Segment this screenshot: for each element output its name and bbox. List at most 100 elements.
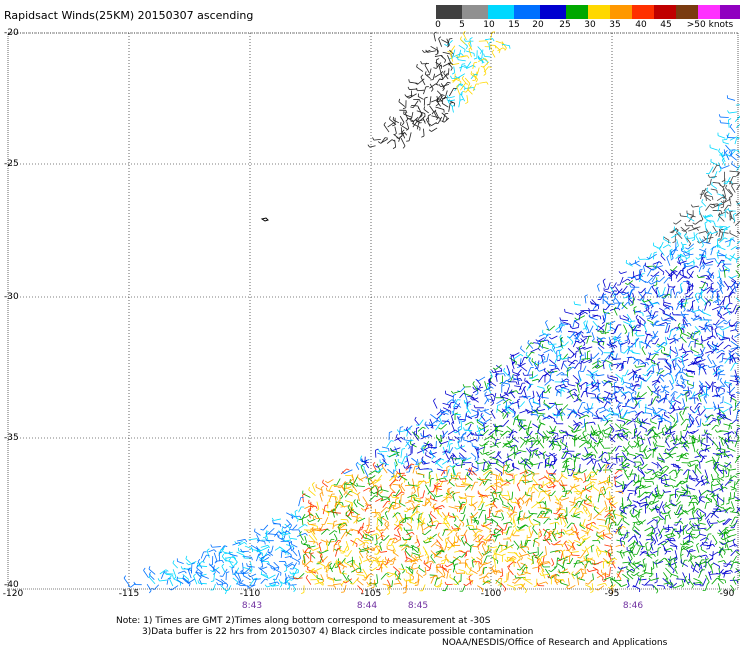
wind-barb [590,371,592,375]
wind-barb [559,349,563,352]
wind-barb [548,485,557,489]
wind-barb [731,509,735,512]
wind-barb [714,342,718,350]
wind-barb [585,488,591,493]
wind-barb [429,96,432,105]
wind-barb [722,408,729,413]
wind-barb [718,478,721,482]
wind-barb [525,429,528,433]
wind-barb [691,225,695,229]
wind-barb [516,369,522,376]
wind-barb [531,450,535,459]
wind-barb [397,475,401,479]
wind-barb [512,417,516,426]
wind-barb [622,412,628,419]
wind-barb [664,360,672,366]
wind-barb [711,184,718,190]
wind-barb [662,293,670,299]
wind-barb [703,193,706,197]
wind-barb [725,256,732,262]
wind-barb [700,356,703,360]
wind-barb [441,458,445,461]
wind-barb [713,347,715,351]
wind-barb [652,314,659,319]
wind-barb [570,326,573,330]
wind-barb [663,317,671,321]
wind-barb [731,440,734,444]
wind-barb [616,303,620,310]
wind-barb [629,502,632,506]
wind-barb [513,475,515,485]
wind-barb [496,405,499,413]
wind-barb [627,280,634,285]
wind-barb [606,322,610,324]
wind-barb [531,396,535,399]
wind-barb [725,304,729,308]
wind-barb [369,495,376,502]
wind-barb [469,414,478,418]
wind-barb [700,448,708,452]
wind-barb [594,394,597,398]
wind-barb [729,210,733,213]
wind-barb [480,412,483,416]
wind-barb [392,494,396,497]
wind-barb [607,282,611,290]
wind-barb [675,327,679,330]
wind-barb [716,196,724,202]
wind-barb [635,338,639,340]
wind-barb [608,320,616,325]
wind-barb [627,341,631,345]
wind-barb [489,370,493,377]
wind-barb [670,288,675,291]
wind-barb [434,485,436,489]
wind-barb [716,369,725,375]
wind-barb [643,310,647,313]
wind-barb [650,500,660,505]
wind-barb [617,386,624,394]
wind-barb [557,367,560,371]
wind-barb [496,399,504,405]
wind-barb [634,364,637,368]
wind-barb [716,447,719,451]
wind-barb [493,370,503,374]
wind-barb [730,346,740,350]
wind-barb [564,509,566,513]
wind-barb [440,422,444,425]
wind-barb [453,53,462,57]
wind-barb [655,408,664,415]
wind-barb [717,193,725,197]
wind-barb [510,499,512,503]
wind-barb [686,235,689,239]
wind-barb [492,38,495,42]
wind-barb [669,312,671,317]
wind-barb [663,341,667,345]
wind-barb [687,280,690,289]
wind-barb [436,468,445,472]
wind-barb [640,298,647,305]
wind-barb [713,483,720,487]
wind-barb [669,380,674,389]
wind-barb [690,317,694,320]
wind-barb [556,359,561,362]
wind-barb [724,270,726,278]
wind-barb [702,438,706,440]
wind-barb [624,282,628,285]
wind-barb [302,494,304,503]
wind-barb [416,503,420,506]
wind-barb [383,124,390,133]
wind-barb [592,385,599,387]
wind-barb [583,406,586,410]
wind-barb [707,277,713,282]
wind-barb [560,336,564,340]
wind-barb [468,49,472,58]
wind-barb [569,501,577,504]
wind-barb [679,212,682,217]
wind-barb [656,431,664,436]
wind-barb [546,353,550,362]
wind-barb [693,394,697,397]
wind-barb [579,422,583,425]
wind-barb [464,65,468,68]
wind-barb [735,329,739,333]
wind-barb [575,492,579,495]
wind-barb [529,512,538,515]
